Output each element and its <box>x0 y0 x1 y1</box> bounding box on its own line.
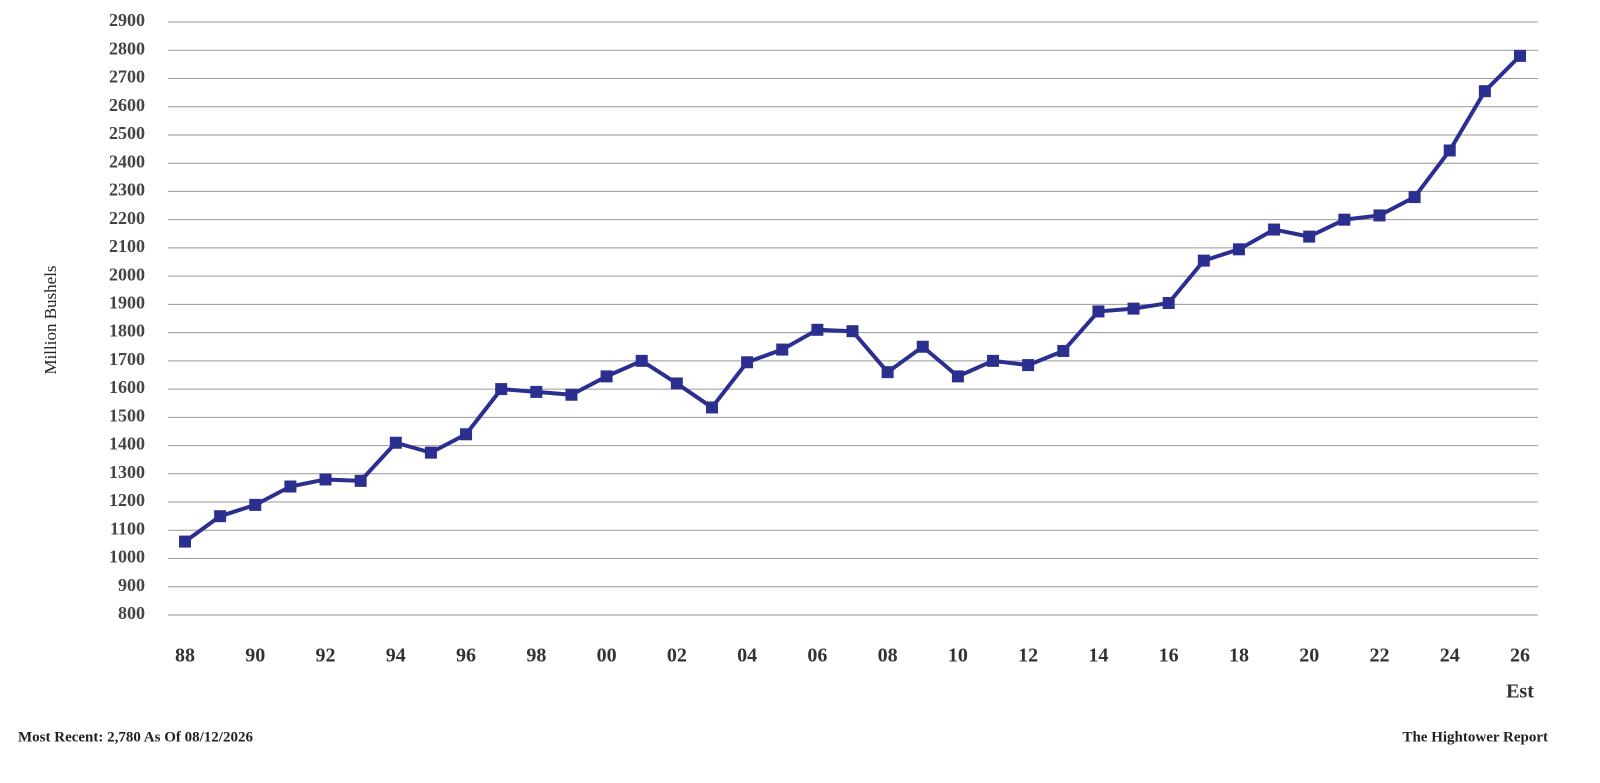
y-tick-label: 1600 <box>109 377 145 397</box>
x-tick-label: 06 <box>807 645 827 667</box>
point-marker <box>881 366 894 379</box>
point-marker <box>776 343 789 356</box>
point-marker <box>1373 209 1386 222</box>
point-marker <box>846 325 859 338</box>
x-tick-label: 98 <box>526 645 546 667</box>
point-marker <box>214 510 227 523</box>
point-marker <box>600 370 613 383</box>
x-tick-label: 16 <box>1159 645 1179 667</box>
point-marker <box>635 354 648 367</box>
point-marker <box>987 354 1000 367</box>
y-tick-label: 1800 <box>109 321 145 341</box>
y-tick-label: 1100 <box>110 518 145 538</box>
y-tick-label: 2400 <box>109 151 145 171</box>
y-tick-label: 1200 <box>109 490 145 510</box>
point-marker <box>1092 305 1105 318</box>
y-tick-label: 800 <box>118 603 145 623</box>
point-marker <box>1408 191 1421 204</box>
x-tick-label: 88 <box>175 645 195 667</box>
y-tick-label: 1000 <box>109 547 145 567</box>
footnote: Most Recent: 2,780 As Of 08/12/2026 <box>18 729 253 745</box>
point-marker <box>1443 144 1456 157</box>
point-marker <box>460 428 473 441</box>
x-tick-label: 18 <box>1229 645 1249 667</box>
x-tick-label: 14 <box>1088 645 1108 667</box>
point-marker <box>179 535 191 548</box>
point-marker <box>1338 213 1351 226</box>
point-marker <box>1057 344 1070 357</box>
x-tick-label: 26 <box>1510 645 1530 667</box>
y-axis-label: Million Bushels <box>41 265 60 374</box>
x-tick-label: 10 <box>948 645 968 667</box>
x-tick-label: 08 <box>878 645 898 667</box>
source: The Hightower Report <box>1402 729 1548 745</box>
x-tick-label: 12 <box>1018 645 1038 667</box>
point-marker <box>1022 359 1035 372</box>
y-tick-label: 1500 <box>109 405 145 425</box>
x-tick-label: 22 <box>1369 645 1389 667</box>
x-tick-label: 00 <box>597 645 617 667</box>
point-marker <box>1197 254 1210 267</box>
point-marker <box>1127 302 1140 315</box>
point-marker <box>249 498 262 511</box>
y-tick-label: 2300 <box>109 180 145 200</box>
y-tick-label: 2800 <box>109 38 145 58</box>
point-marker <box>389 436 402 449</box>
y-tick-label: 900 <box>118 575 145 595</box>
point-marker <box>354 474 367 487</box>
y-tick-label: 1300 <box>109 462 145 482</box>
y-tick-label: 2500 <box>109 123 145 143</box>
x-tick-label: 20 <box>1299 645 1319 667</box>
point-marker <box>951 370 964 383</box>
y-tick-label: 2000 <box>109 264 145 284</box>
x-tick-label: 94 <box>386 645 406 667</box>
point-marker <box>670 377 683 390</box>
x-tick-label: 96 <box>456 645 476 667</box>
x-tick-label: 02 <box>667 645 687 667</box>
point-marker <box>1478 85 1491 98</box>
y-tick-label: 2600 <box>109 95 145 115</box>
y-tick-label: 1700 <box>109 349 145 369</box>
y-tick-label: 2900 <box>109 10 145 30</box>
point-marker <box>741 356 754 369</box>
point-marker <box>565 388 578 401</box>
y-tick-label: 2700 <box>109 67 145 87</box>
y-tick-label: 1400 <box>109 434 145 454</box>
point-marker <box>1232 243 1245 256</box>
x-tick-label: 90 <box>245 645 265 667</box>
x-annotation: Est <box>1506 681 1534 703</box>
point-marker <box>1268 223 1281 236</box>
point-marker <box>495 383 508 396</box>
point-marker <box>811 323 824 336</box>
series-line <box>183 54 1522 544</box>
x-tick-label: 92 <box>316 645 336 667</box>
y-tick-label: 2100 <box>109 236 145 256</box>
x-tick-label: 24 <box>1440 645 1460 667</box>
point-marker <box>284 480 297 493</box>
point-marker <box>319 473 332 486</box>
point-marker <box>424 446 437 459</box>
point-marker <box>1303 230 1316 243</box>
point-marker <box>705 401 718 414</box>
point-marker <box>1162 296 1175 309</box>
x-tick-label: 04 <box>737 645 757 667</box>
point-marker <box>530 385 543 398</box>
point-marker <box>916 340 929 353</box>
y-tick-label: 1900 <box>109 293 145 313</box>
y-tick-label: 2200 <box>109 208 145 228</box>
point-marker <box>1514 49 1526 62</box>
